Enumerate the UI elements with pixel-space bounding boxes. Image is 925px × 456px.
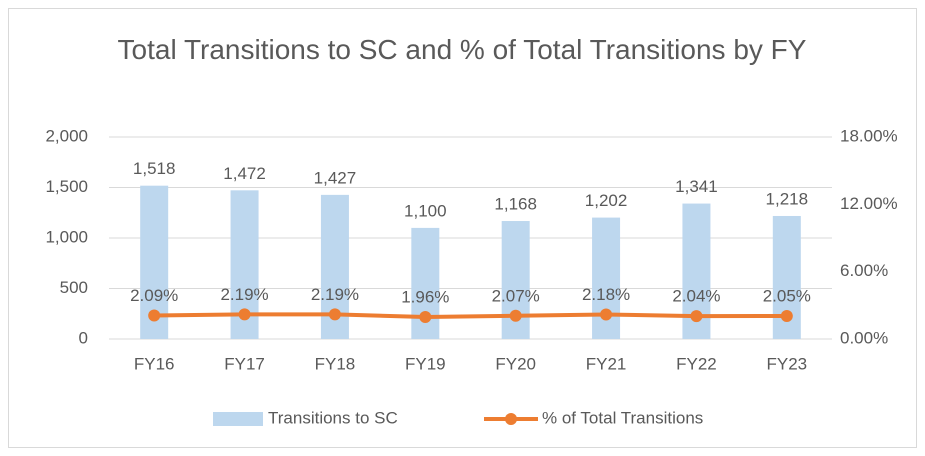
legend-label: % of Total Transitions bbox=[542, 408, 703, 427]
x-tick-label: FY16 bbox=[134, 354, 175, 373]
y-tick-label: 2,000 bbox=[45, 126, 88, 145]
x-tick-label: FY18 bbox=[315, 354, 356, 373]
bar-value-label: 1,518 bbox=[133, 159, 176, 178]
bar-value-label: 1,202 bbox=[585, 191, 628, 210]
legend-marker bbox=[505, 413, 517, 425]
bar-value-label: 1,341 bbox=[675, 177, 718, 196]
line-value-label: 2.07% bbox=[492, 286, 540, 305]
y-tick-label: 500 bbox=[60, 278, 88, 297]
legend-swatch bbox=[213, 412, 263, 426]
x-tick-label: FY20 bbox=[495, 354, 536, 373]
line-value-label: 2.09% bbox=[130, 286, 178, 305]
y-tick-label: 1,500 bbox=[45, 177, 88, 196]
x-tick-label: FY23 bbox=[766, 354, 807, 373]
y2-tick-label: 6.00% bbox=[840, 261, 888, 280]
line-marker bbox=[148, 309, 161, 322]
bar-value-label: 1,168 bbox=[494, 195, 537, 214]
y2-tick-label: 18.00% bbox=[840, 126, 898, 145]
line-value-label: 2.19% bbox=[220, 285, 268, 304]
x-tick-label: FY19 bbox=[405, 354, 446, 373]
y-tick-label: 1,000 bbox=[45, 227, 88, 246]
line-marker bbox=[780, 309, 793, 322]
bar bbox=[592, 217, 621, 339]
bar-value-label: 1,218 bbox=[766, 189, 809, 208]
chart-title: Total Transitions to SC and % of Total T… bbox=[117, 34, 807, 65]
line-value-label: 2.04% bbox=[672, 287, 720, 306]
line-value-label: 1.96% bbox=[401, 287, 449, 306]
line-marker bbox=[690, 310, 703, 323]
line-marker bbox=[419, 311, 432, 324]
x-tick-label: FY21 bbox=[586, 354, 627, 373]
line-value-label: 2.05% bbox=[763, 286, 811, 305]
line-marker bbox=[600, 308, 613, 321]
line-marker bbox=[238, 308, 251, 321]
bar-value-label: 1,427 bbox=[314, 168, 357, 187]
x-tick-label: FY17 bbox=[224, 354, 265, 373]
x-tick-label: FY22 bbox=[676, 354, 717, 373]
legend-label: Transitions to SC bbox=[268, 408, 398, 427]
y-tick-label: 0 bbox=[79, 328, 88, 347]
line-marker bbox=[509, 309, 522, 322]
line-marker bbox=[328, 308, 341, 321]
bar-value-label: 1,472 bbox=[223, 164, 266, 183]
line bbox=[154, 312, 787, 320]
y2-tick-label: 0.00% bbox=[840, 328, 888, 347]
line-value-label: 2.19% bbox=[311, 285, 359, 304]
y2-tick-label: 12.00% bbox=[840, 194, 898, 213]
line-value-label: 2.18% bbox=[582, 285, 630, 304]
bar-value-label: 1,100 bbox=[404, 201, 447, 220]
